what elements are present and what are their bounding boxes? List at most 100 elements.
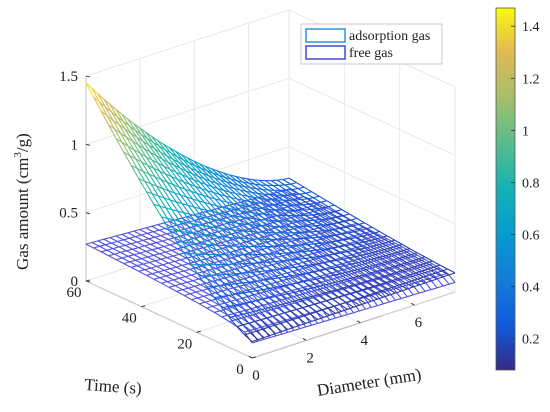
- adsorption-gas-mesh-line-x: [357, 241, 364, 244]
- free-gas-mesh-line-x: [97, 238, 105, 242]
- free-gas-mesh-line-x: [354, 258, 361, 261]
- free-gas-mesh-line-x: [174, 259, 181, 263]
- free-gas-mesh-line-y: [146, 274, 155, 280]
- adsorption-gas-mesh-line-x: [259, 308, 266, 311]
- adsorption-gas-mesh-line-y: [369, 294, 378, 300]
- adsorption-gas-mesh-line-y: [295, 274, 305, 283]
- adsorption-gas-mesh-line-y: [320, 301, 329, 309]
- adsorption-gas-mesh-line-y: [351, 300, 360, 306]
- adsorption-gas-mesh-line-y: [309, 280, 318, 288]
- adsorption-gas-mesh-line-y: [241, 194, 250, 202]
- adsorption-gas-mesh-line-x: [341, 278, 348, 282]
- free-gas-mesh-line-x: [254, 292, 261, 296]
- adsorption-gas-mesh-line-x: [290, 274, 297, 277]
- adsorption-gas-mesh-line-x: [210, 235, 217, 237]
- free-gas-mesh-line-x: [341, 313, 348, 317]
- adsorption-gas-mesh-line-x: [278, 184, 285, 186]
- free-gas-mesh-line-x: [182, 287, 189, 291]
- adsorption-gas-mesh-line-y: [236, 180, 245, 188]
- adsorption-gas-mesh-line-x: [233, 229, 240, 232]
- adsorption-gas-mesh-line-y: [441, 270, 450, 276]
- adsorption-gas-mesh-line-y: [291, 319, 301, 326]
- free-gas-mesh-line-x: [341, 280, 348, 284]
- adsorption-gas-mesh-line-x: [236, 324, 244, 328]
- adsorption-gas-mesh-line-x: [308, 202, 315, 205]
- adsorption-gas-mesh-line-x: [316, 207, 323, 210]
- z-tick-label: 1: [71, 137, 79, 153]
- adsorption-gas-mesh-line-y: [226, 228, 236, 239]
- adsorption-gas-mesh-line-y: [316, 256, 325, 264]
- free-gas-mesh-line-x: [270, 191, 278, 195]
- free-gas-mesh-line-y: [409, 250, 418, 256]
- free-gas-mesh-line-y: [387, 263, 396, 269]
- adsorption-gas-mesh-line-y: [162, 188, 171, 201]
- adsorption-gas-mesh-line-y: [252, 238, 261, 247]
- adsorption-gas-mesh-line-y: [280, 209, 289, 217]
- adsorption-gas-mesh-line-x: [346, 225, 353, 228]
- adsorption-gas-mesh-line-x: [359, 228, 367, 231]
- free-gas-mesh-line-y: [366, 256, 375, 262]
- adsorption-gas-mesh-line-y: [221, 307, 230, 318]
- adsorption-gas-mesh-line-y: [252, 179, 262, 186]
- adsorption-gas-mesh-line-y: [335, 210, 344, 217]
- adsorption-gas-mesh-line-x: [312, 294, 320, 297]
- adsorption-gas-mesh-line-y: [367, 259, 376, 266]
- adsorption-gas-mesh-line-y: [85, 82, 94, 98]
- adsorption-gas-mesh-line-y: [238, 184, 247, 192]
- adsorption-gas-mesh-line-y: [373, 285, 383, 292]
- free-gas-mesh-line-y: [158, 229, 168, 235]
- free-gas-mesh-line-y: [251, 282, 260, 288]
- adsorption-gas-mesh-line-x: [436, 276, 444, 280]
- adsorption-gas-mesh-line-y: [368, 240, 377, 246]
- adsorption-gas-mesh-line-x: [316, 230, 323, 232]
- free-gas-mesh-line-x: [397, 278, 405, 281]
- adsorption-gas-mesh-line-y: [251, 212, 261, 220]
- adsorption-gas-mesh-line-x: [348, 284, 355, 287]
- grid-line-y-floor: [251, 291, 456, 359]
- adsorption-gas-mesh-line-x: [328, 228, 335, 231]
- free-gas-mesh-line-y: [326, 231, 335, 236]
- adsorption-gas-mesh-line-y: [253, 218, 262, 227]
- adsorption-gas-mesh-line-x: [223, 213, 231, 216]
- adsorption-gas-mesh-line-y: [147, 164, 156, 178]
- adsorption-gas-mesh-line-x: [361, 259, 369, 263]
- free-gas-mesh-line-x: [275, 333, 283, 337]
- adsorption-gas-mesh-line-y: [382, 269, 391, 275]
- adsorption-gas-mesh-line-y: [176, 241, 185, 254]
- adsorption-gas-mesh-line-x: [146, 191, 153, 195]
- adsorption-gas-mesh-line-x: [332, 222, 340, 225]
- free-gas-mesh-line-y: [133, 230, 142, 236]
- free-gas-mesh-line-y: [147, 232, 156, 238]
- adsorption-gas-mesh-line-y: [122, 121, 132, 134]
- y-tick-mark: [196, 330, 201, 333]
- free-gas-mesh-line-y: [326, 207, 335, 213]
- adsorption-gas-mesh-line-y: [153, 204, 162, 218]
- adsorption-gas-mesh-line-x: [291, 282, 299, 285]
- adsorption-gas-mesh-line-x: [144, 180, 152, 185]
- adsorption-gas-mesh-line-y: [238, 263, 248, 274]
- adsorption-gas-mesh-line-y: [320, 201, 329, 208]
- free-gas-mesh-line-x: [202, 222, 209, 225]
- adsorption-gas-mesh-line-x: [301, 243, 308, 246]
- adsorption-gas-mesh-line-y: [249, 224, 258, 233]
- adsorption-gas-mesh-line-x: [382, 241, 389, 245]
- adsorption-gas-mesh-line-x: [160, 179, 168, 183]
- adsorption-gas-mesh-line-y: [164, 149, 174, 160]
- adsorption-gas-mesh-line-x: [413, 284, 420, 288]
- adsorption-gas-mesh-line-x: [343, 213, 350, 217]
- adsorption-gas-mesh-line-y: [225, 295, 235, 306]
- free-gas-mesh-line-x: [161, 281, 168, 284]
- free-gas-mesh-line-y: [188, 287, 197, 293]
- adsorption-gas-mesh-line-x: [310, 230, 317, 233]
- free-gas-mesh-line-y: [376, 247, 385, 253]
- adsorption-gas-mesh-line-x: [294, 265, 301, 268]
- adsorption-gas-mesh-line-x: [353, 229, 361, 233]
- free-gas-mesh-line-x: [201, 288, 209, 292]
- free-gas-mesh-line-x: [156, 240, 163, 244]
- free-gas-mesh-line-y: [213, 286, 222, 292]
- adsorption-gas-mesh-line-x: [292, 317, 299, 321]
- adsorption-gas-mesh-line-y: [126, 137, 135, 151]
- adsorption-gas-mesh-line-x: [242, 281, 249, 284]
- adsorption-gas-mesh-line-x: [320, 200, 327, 203]
- adsorption-gas-mesh-line-y: [272, 315, 281, 324]
